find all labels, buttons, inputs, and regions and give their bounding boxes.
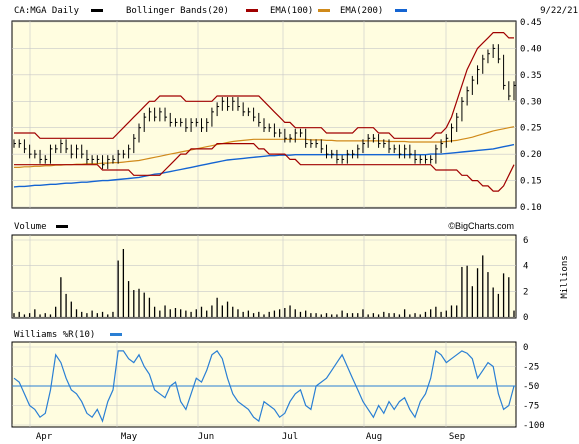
- williams-line: [13, 349, 515, 423]
- price-y-axis: 0.45 0.40 0.35 0.30 0.25 0.20 0.15 0.10: [520, 18, 542, 213]
- williams-line-layer: [12, 349, 516, 423]
- williams-legend-swatch: [110, 333, 122, 336]
- legend-bollinger: Bollinger Bands(20): [126, 6, 229, 16]
- price-tick-label: 0.10: [520, 203, 542, 213]
- williams-tick-label: 0: [523, 343, 528, 353]
- volume-header-bar: [0, 218, 579, 232]
- volume-bars: [13, 248, 515, 317]
- bollinger-lower-line: [14, 143, 515, 192]
- legend-ema100: EMA(100): [270, 6, 313, 16]
- legend-ema100-swatch: [318, 9, 330, 12]
- volume-panel: [11, 234, 517, 319]
- legend-price: CA:MGA Daily: [14, 6, 80, 16]
- williams-tick-label: -100: [523, 421, 545, 431]
- watermark: ©BigCharts.com: [448, 221, 514, 231]
- williams-y-axis: 0 -25 -50 -75 -100: [523, 343, 545, 431]
- volume-tick-label: 6: [523, 236, 528, 246]
- volume-legend: Volume: [14, 222, 47, 232]
- williams-panel: [11, 341, 517, 428]
- x-tick-label: Aug: [366, 432, 382, 442]
- volume-tick-label: 0: [523, 313, 528, 323]
- x-tick-label: Apr: [36, 432, 53, 442]
- volume-tick-label: 2: [523, 287, 528, 297]
- legend-ema200: EMA(200): [340, 6, 383, 16]
- williams-tick-label: -75: [523, 402, 539, 412]
- ema200-line: [13, 143, 515, 188]
- price-panel: [11, 20, 517, 209]
- volume-y-axis: 6 4 2 0: [523, 236, 528, 323]
- x-tick-label: Jul: [282, 432, 298, 442]
- volume-ylabel: Millions: [560, 255, 570, 298]
- price-tick-label: 0.45: [520, 18, 542, 28]
- x-axis: Apr May Jun Jul Aug Sep: [36, 432, 465, 442]
- williams-tick-label: -25: [523, 363, 539, 373]
- x-tick-label: May: [121, 432, 138, 442]
- williams-legend: Williams %R(10): [14, 330, 95, 340]
- volume-tick-label: 4: [523, 262, 528, 272]
- chart-date: 9/22/21: [540, 6, 578, 16]
- price-tick-label: 0.35: [520, 71, 542, 81]
- legend-bollinger-swatch: [246, 9, 258, 12]
- x-tick-label: Sep: [449, 432, 465, 442]
- price-tick-label: 0.15: [520, 177, 542, 187]
- price-tick-label: 0.20: [520, 150, 542, 160]
- legend-ema200-swatch: [395, 9, 407, 12]
- price-layer: [13, 31, 516, 192]
- ema100-line: [14, 126, 515, 168]
- williams-tick-label: -50: [523, 382, 539, 392]
- bollinger-upper-line: [14, 31, 514, 139]
- x-tick-label: Jun: [198, 432, 214, 442]
- price-tick-label: 0.30: [520, 97, 542, 107]
- price-tick-label: 0.40: [520, 44, 542, 54]
- volume-legend-swatch: [56, 225, 68, 228]
- legend-price-swatch: [91, 9, 103, 12]
- price-tick-label: 0.25: [520, 124, 542, 134]
